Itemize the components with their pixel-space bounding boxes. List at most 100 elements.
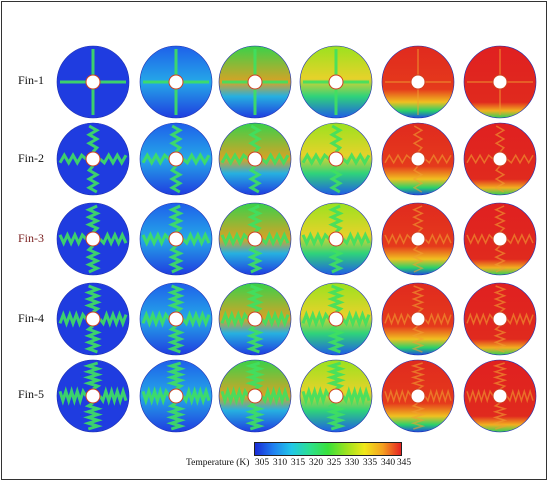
fin-line <box>411 325 425 353</box>
central-tube <box>328 311 344 327</box>
central-tube <box>247 151 263 167</box>
fin-line <box>493 285 507 313</box>
fin-line <box>424 233 452 245</box>
fin-line <box>58 152 87 166</box>
contour-panel <box>218 202 292 276</box>
fin-line <box>260 386 290 406</box>
fin-line <box>99 152 128 166</box>
contour-panel <box>299 45 373 119</box>
contour-panel <box>299 359 373 433</box>
fin-line <box>342 152 371 166</box>
contour-panel <box>218 122 292 196</box>
central-tube <box>247 74 263 90</box>
fin-line <box>167 284 185 314</box>
fin-line <box>141 310 171 328</box>
fin-line <box>341 231 371 247</box>
colorbar-tick: 335 <box>362 458 378 468</box>
central-tube <box>492 311 508 327</box>
fin-line <box>58 231 88 247</box>
fin-line <box>301 310 331 328</box>
fin-line <box>384 312 412 326</box>
contour-panel <box>139 45 213 119</box>
fin-line <box>220 152 249 166</box>
fin-line <box>410 362 426 390</box>
fin-line <box>412 125 424 153</box>
central-tube <box>168 231 184 247</box>
row-label-fin-1: Fin-1 <box>18 73 45 87</box>
fin-line <box>384 153 412 165</box>
fin-line <box>261 152 290 166</box>
central-tube <box>247 311 263 327</box>
colorbar-tick: 330 <box>344 458 360 468</box>
central-tube <box>492 231 508 247</box>
fin-line <box>168 204 184 234</box>
fin-line <box>384 388 412 404</box>
fin-line <box>329 165 343 194</box>
fin-line <box>410 402 426 430</box>
central-tube <box>85 74 101 90</box>
central-tube <box>410 151 426 167</box>
central-tube <box>85 151 101 167</box>
temperature-colorbar <box>254 442 402 456</box>
fin-line <box>245 361 265 391</box>
central-tube <box>328 231 344 247</box>
contour-panel <box>299 122 373 196</box>
fin-line <box>466 153 494 165</box>
fin-line <box>301 386 331 406</box>
fin-line <box>248 165 262 194</box>
fin-line <box>84 324 102 354</box>
fin-line <box>326 401 346 431</box>
fin-line <box>412 165 424 193</box>
fin-line <box>506 312 534 326</box>
fin-line <box>84 284 102 314</box>
central-tube <box>85 388 101 404</box>
fin-line <box>466 388 494 404</box>
central-tube <box>168 388 184 404</box>
fin-line <box>506 388 534 404</box>
central-tube <box>247 388 263 404</box>
fin-line <box>166 361 186 391</box>
contour-panel <box>463 282 537 356</box>
fin-line <box>181 386 211 406</box>
contour-panel <box>381 122 455 196</box>
fin-line <box>301 231 331 247</box>
fin-line <box>83 401 103 431</box>
colorbar-tick: 315 <box>290 458 306 468</box>
fin-line <box>494 205 506 233</box>
fin-line <box>220 231 250 247</box>
contour-panel <box>56 202 130 276</box>
colorbar-title: Temperature (K) <box>186 458 250 468</box>
contour-panel <box>463 45 537 119</box>
contour-panel <box>56 282 130 356</box>
contour-panel <box>463 359 537 433</box>
central-tube <box>328 388 344 404</box>
central-tube <box>328 74 344 90</box>
fin-line <box>327 324 345 354</box>
fin-line <box>506 233 534 245</box>
fin-line <box>220 310 250 328</box>
fin-line <box>301 152 330 166</box>
fin-line <box>494 125 506 153</box>
fin-line <box>181 310 211 328</box>
fin-line <box>506 153 534 165</box>
central-tube <box>410 311 426 327</box>
fin-line <box>246 324 264 354</box>
fin-line <box>141 231 171 247</box>
contour-panel <box>56 359 130 433</box>
fin-line <box>412 245 424 273</box>
fin-line <box>412 205 424 233</box>
fin-line <box>182 152 211 166</box>
contour-panel <box>139 282 213 356</box>
contour-panel <box>56 122 130 196</box>
contour-panel <box>381 45 455 119</box>
contour-panel <box>139 122 213 196</box>
contour-panel <box>218 282 292 356</box>
central-tube <box>410 388 426 404</box>
central-tube <box>410 74 426 90</box>
colorbar-tick: 320 <box>308 458 324 468</box>
fin-line <box>424 388 452 404</box>
fin-line <box>220 386 250 406</box>
contour-panel <box>139 202 213 276</box>
contour-panel <box>139 359 213 433</box>
fin-line <box>246 284 264 314</box>
